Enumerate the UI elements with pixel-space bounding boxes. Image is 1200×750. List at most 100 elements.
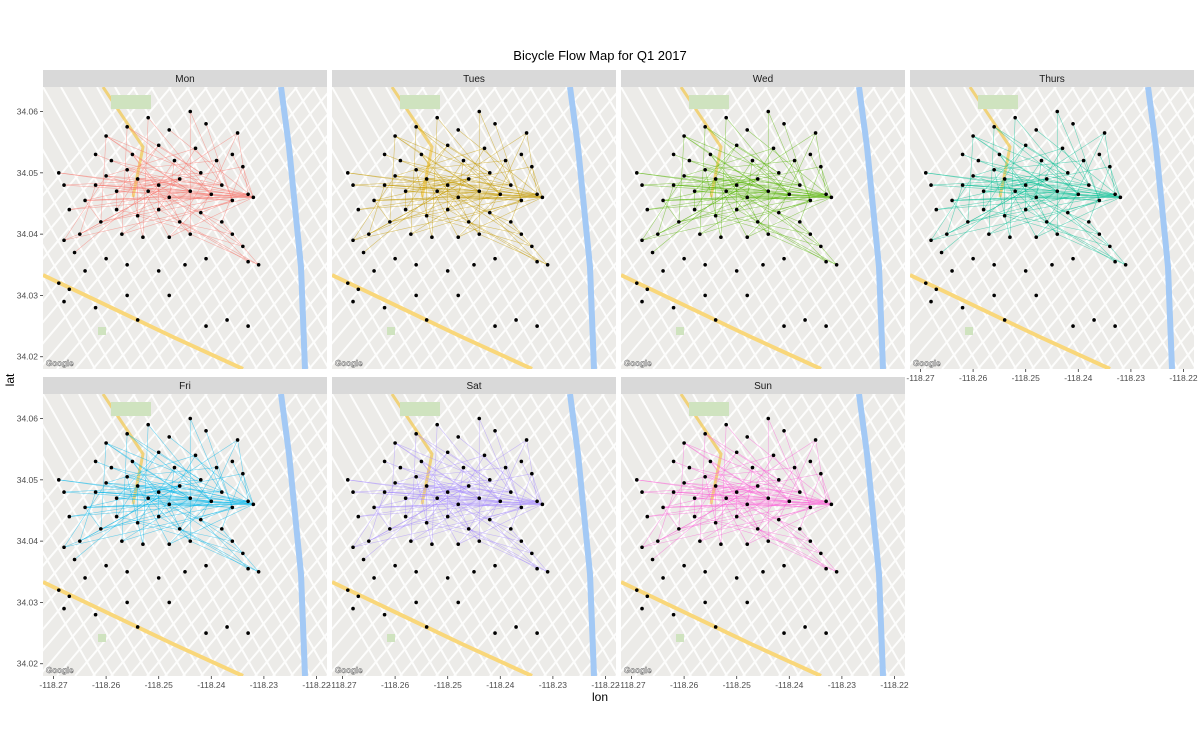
- flow-line: [1036, 129, 1121, 198]
- station-point: [493, 121, 497, 126]
- station-point: [351, 490, 355, 494]
- flow-line: [479, 540, 548, 573]
- station-point: [177, 220, 182, 224]
- google-logo: Google: [624, 666, 652, 675]
- station-point: [125, 600, 129, 605]
- station-point: [230, 198, 235, 203]
- station-point: [93, 305, 98, 310]
- station-point: [1034, 235, 1039, 239]
- station-point: [509, 490, 513, 494]
- flow-line: [468, 485, 543, 505]
- station-point: [183, 262, 187, 267]
- station-point: [1034, 128, 1039, 132]
- flow-line: [148, 190, 222, 223]
- flow-line: [437, 497, 511, 530]
- station-point: [824, 499, 828, 504]
- station-point: [435, 496, 439, 501]
- y-tick-label: 34.03: [17, 597, 39, 607]
- flow-line: [100, 500, 212, 530]
- station-point: [62, 183, 66, 187]
- station-point: [388, 527, 392, 531]
- flow-line: [815, 439, 827, 502]
- flow-line: [426, 178, 459, 238]
- flow-line: [642, 178, 758, 186]
- flow-line: [799, 528, 837, 572]
- station-point: [493, 631, 497, 635]
- flow-line: [437, 439, 527, 499]
- station-point: [361, 557, 366, 562]
- x-tick-label: -118.26: [92, 680, 120, 690]
- flow-line: [394, 442, 422, 462]
- station-points: [56, 109, 261, 328]
- station-point: [803, 625, 807, 629]
- flow-line: [684, 455, 774, 484]
- station-point: [1002, 177, 1007, 181]
- flow-line: [127, 169, 191, 192]
- station-point: [83, 269, 87, 273]
- flow-line: [647, 190, 769, 210]
- station-point: [713, 213, 718, 218]
- flow-line: [79, 491, 96, 542]
- y-tick-label: 34.03: [17, 290, 39, 300]
- flow-line: [106, 148, 196, 177]
- station-point: [509, 527, 513, 531]
- x-tick-label: -118.23: [828, 680, 856, 690]
- station-point: [356, 287, 361, 292]
- flow-line: [684, 148, 774, 177]
- flow-line: [1014, 117, 1079, 195]
- station-point: [656, 232, 660, 236]
- flow-line: [200, 519, 249, 569]
- station-point: [99, 220, 103, 224]
- station-point: [798, 527, 802, 531]
- station-point: [351, 299, 355, 304]
- station-point: [466, 220, 471, 224]
- y-tick-label: 34.05: [17, 475, 39, 485]
- station-point: [424, 520, 429, 525]
- station-point: [923, 281, 928, 285]
- station-point: [819, 164, 823, 169]
- station-point: [981, 189, 986, 194]
- station-points: [345, 416, 550, 635]
- facet-strip-label: Sat: [466, 381, 481, 392]
- station-point: [156, 207, 161, 212]
- station-point: [782, 428, 786, 433]
- station-point: [83, 198, 87, 203]
- station-point: [634, 281, 639, 285]
- flow-line: [137, 485, 170, 545]
- flow-line: [683, 135, 832, 198]
- flow-line: [726, 132, 816, 192]
- flow-line: [126, 433, 212, 502]
- station-point: [214, 158, 219, 163]
- station-point: [424, 625, 429, 629]
- station-point: [114, 514, 119, 519]
- flow-line: [752, 160, 790, 195]
- flow-line: [148, 132, 238, 192]
- flow-line: [526, 132, 538, 195]
- flow-line: [1004, 215, 1110, 247]
- flow-line: [673, 184, 832, 198]
- station-point: [345, 281, 350, 285]
- station-point: [372, 198, 376, 203]
- y-tick-label: 34.02: [17, 659, 39, 669]
- station-point: [156, 490, 161, 494]
- station-point: [766, 416, 771, 421]
- flow-line: [242, 166, 254, 198]
- station-point: [414, 474, 418, 479]
- flow-line: [930, 197, 1037, 241]
- flow-line: [778, 507, 811, 520]
- flow-line: [1067, 200, 1100, 213]
- flow-line: [63, 197, 170, 241]
- station-point: [1044, 177, 1049, 181]
- station-point: [682, 481, 686, 485]
- flow-line: [1109, 166, 1121, 198]
- flow-line: [137, 485, 249, 502]
- flow-line: [715, 160, 753, 216]
- station-point: [135, 484, 140, 488]
- station-point: [482, 146, 487, 151]
- flow-line: [200, 200, 233, 213]
- flow-line: [389, 193, 501, 223]
- flow-line: [746, 504, 759, 529]
- station-point: [456, 293, 461, 298]
- flow-line: [168, 197, 181, 222]
- station-point: [771, 453, 776, 458]
